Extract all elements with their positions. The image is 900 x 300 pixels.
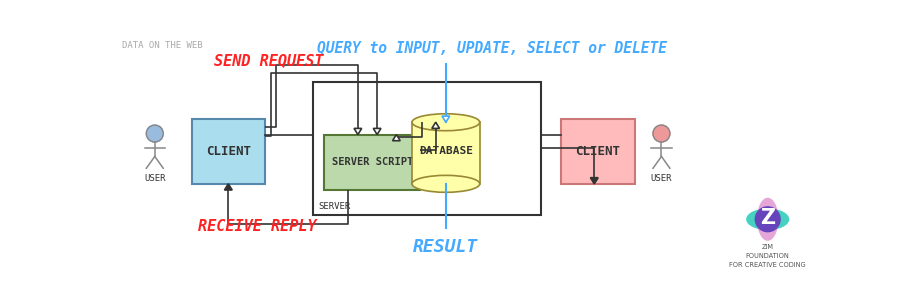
FancyBboxPatch shape [192, 119, 265, 184]
Circle shape [147, 125, 163, 142]
Polygon shape [374, 128, 381, 135]
FancyBboxPatch shape [324, 135, 420, 190]
Text: SEND REQUEST: SEND REQUEST [214, 53, 323, 68]
Polygon shape [412, 122, 480, 184]
Text: CLIENT: CLIENT [206, 145, 251, 158]
Text: ZIM
FOUNDATION
FOR CREATIVE CODING: ZIM FOUNDATION FOR CREATIVE CODING [729, 244, 806, 268]
Ellipse shape [746, 208, 789, 230]
Polygon shape [354, 128, 362, 135]
Ellipse shape [412, 114, 480, 131]
Ellipse shape [757, 198, 778, 241]
Text: RECEIVE REPLY: RECEIVE REPLY [198, 219, 317, 234]
Text: DATA ON THE WEB: DATA ON THE WEB [122, 40, 203, 50]
Polygon shape [442, 116, 450, 122]
Text: SERVER SCRIPT: SERVER SCRIPT [332, 157, 413, 167]
Text: RESULT: RESULT [413, 238, 479, 256]
Text: USER: USER [144, 174, 166, 183]
Polygon shape [224, 184, 232, 190]
Polygon shape [392, 135, 400, 141]
Polygon shape [432, 122, 439, 128]
FancyBboxPatch shape [313, 82, 541, 214]
Text: SERVER: SERVER [318, 202, 350, 211]
Text: USER: USER [651, 174, 672, 183]
Ellipse shape [412, 176, 480, 192]
Polygon shape [590, 178, 598, 184]
Text: CLIENT: CLIENT [575, 145, 620, 158]
Circle shape [754, 206, 781, 232]
Text: DATABASE: DATABASE [418, 146, 472, 157]
Text: Z: Z [760, 208, 775, 229]
Circle shape [653, 125, 670, 142]
Text: QUERY to INPUT, UPDATE, SELECT or DELETE: QUERY to INPUT, UPDATE, SELECT or DELETE [317, 41, 667, 56]
FancyBboxPatch shape [562, 119, 634, 184]
